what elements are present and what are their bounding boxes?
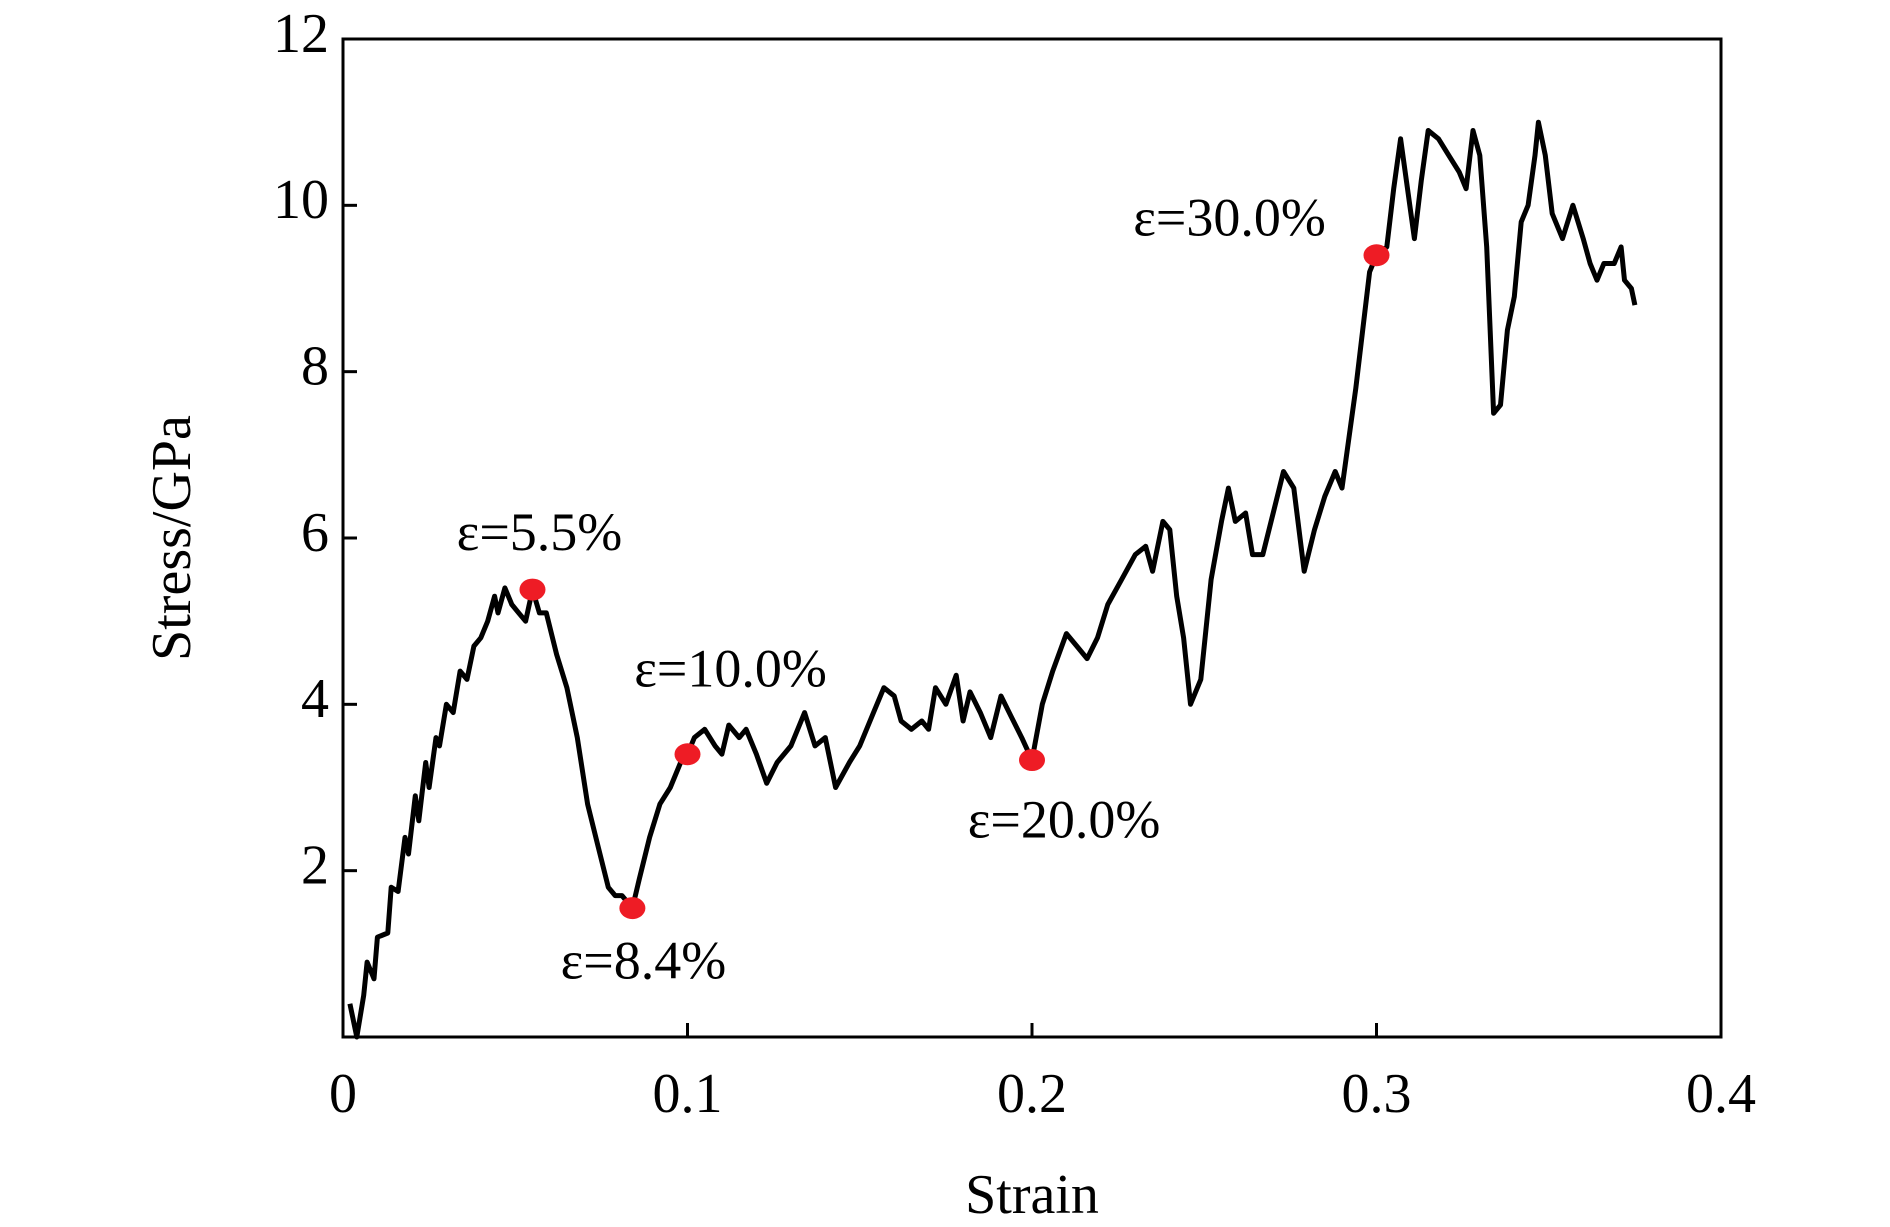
point-label: ε=10.0% [634,639,827,699]
marker-point [1363,244,1390,267]
x-tick-label: 0.4 [1686,1063,1756,1125]
y-tick-label: 8 [301,336,329,398]
y-tick-label: 2 [301,835,329,897]
data-line [347,119,1638,1040]
y-tick-label: 4 [301,668,329,730]
marker-point [674,743,701,766]
point-label: ε=5.5% [457,502,623,562]
point-label: ε=30.0% [1133,188,1326,248]
y-tick-label: 10 [273,169,329,231]
x-tick-label: 0.1 [653,1063,723,1125]
y-tick-label: 6 [301,502,329,564]
x-tick-label: 0.2 [997,1063,1067,1125]
marker-point [1019,749,1045,772]
x-axis-title: Strain [965,1164,1099,1226]
plot-frame [341,37,1723,1039]
point-label: ε=20.0% [968,789,1161,849]
point-label: ε=8.4% [561,930,727,990]
y-tick-label: 12 [273,3,329,65]
x-tick-label: 0 [329,1063,357,1125]
marker-point [619,897,646,920]
marker-point [519,578,546,601]
x-tick-label: 0.3 [1342,1063,1412,1125]
y-axis-title: Stress/GPa [141,415,203,661]
